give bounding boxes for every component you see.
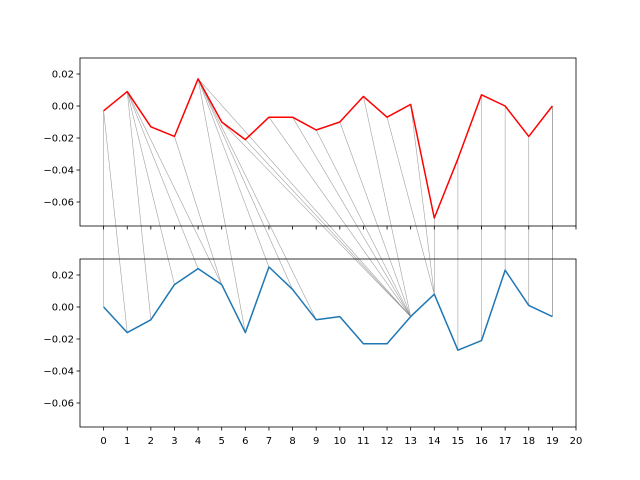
bottom-ytick-label: 0.00 — [52, 303, 74, 314]
top-ytick-label: −0.02 — [43, 134, 74, 145]
connection-line — [197, 78, 317, 320]
top-ytick-label: 0.02 — [52, 70, 74, 81]
bottom-xtick-label: 2 — [148, 436, 154, 447]
bottom-ytick-label: −0.06 — [43, 399, 74, 410]
bottom-xtick-label: 18 — [522, 436, 535, 447]
bottom-xtick-label: 20 — [570, 436, 583, 447]
bottom-ytick-label: −0.04 — [43, 367, 74, 378]
connection-line — [126, 91, 152, 320]
connection-line — [197, 78, 270, 268]
bottom-xtick-label: 16 — [475, 436, 488, 447]
bottom-xtick-label: 12 — [381, 436, 394, 447]
top-axes: 0.02 0.00 −0.02 −0.04 −0.06 — [43, 57, 577, 230]
bottom-ytick-label: −0.02 — [43, 335, 74, 346]
connection-line — [126, 91, 175, 285]
bottom-xtick-label: 0 — [100, 436, 106, 447]
bottom-xtick-label: 1 — [124, 436, 130, 447]
connection-line — [221, 121, 411, 317]
bottom-xtick-label: 8 — [289, 436, 295, 447]
bottom-series-line — [103, 266, 553, 351]
connection-line — [363, 96, 411, 317]
connection-lines — [103, 78, 553, 351]
bottom-xtick-label: 13 — [404, 436, 417, 447]
connection-line — [174, 136, 223, 285]
bottom-xtick-label: 19 — [546, 436, 559, 447]
bottom-xtick-label: 3 — [171, 436, 177, 447]
bottom-xtick-label: 4 — [195, 436, 201, 447]
bottom-xtick-label: 15 — [452, 436, 465, 447]
bottom-axes: 0.020.00−0.02−0.04−0.060 1 2 3 4 5 6 7 8 9 10 11 12 1… — [43, 258, 583, 447]
connection-line — [292, 117, 411, 317]
connection-line — [268, 117, 411, 317]
top-ytick-label: −0.06 — [43, 198, 74, 209]
connection-line — [197, 78, 246, 333]
bottom-xtick-label: 5 — [219, 436, 225, 447]
bottom-xtick-label: 9 — [313, 436, 319, 447]
bottom-ytick-label: 0.02 — [52, 271, 74, 282]
bottom-xtick-label: 7 — [266, 436, 272, 447]
connection-line — [339, 121, 411, 317]
bottom-axes-frame — [79, 258, 577, 428]
top-ytick-label: 0.00 — [52, 102, 74, 113]
connection-line — [126, 91, 222, 285]
bottom-xtick-label: 17 — [499, 436, 512, 447]
connection-line — [103, 110, 128, 333]
connection-line — [245, 139, 411, 317]
top-axes-frame — [79, 57, 577, 227]
connection-line — [197, 78, 411, 317]
top-series-line — [103, 78, 553, 219]
bottom-xtick-label: 10 — [333, 436, 346, 447]
connection-line — [126, 91, 199, 269]
connection-line — [315, 129, 411, 317]
connection-line — [386, 117, 435, 295]
top-ytick-label: −0.04 — [43, 166, 74, 177]
connection-line — [197, 78, 293, 290]
connection-line — [410, 104, 435, 295]
bottom-xtick-label: 11 — [357, 436, 370, 447]
bottom-xtick-label: 14 — [428, 436, 441, 447]
bottom-xtick-label: 6 — [242, 436, 248, 447]
